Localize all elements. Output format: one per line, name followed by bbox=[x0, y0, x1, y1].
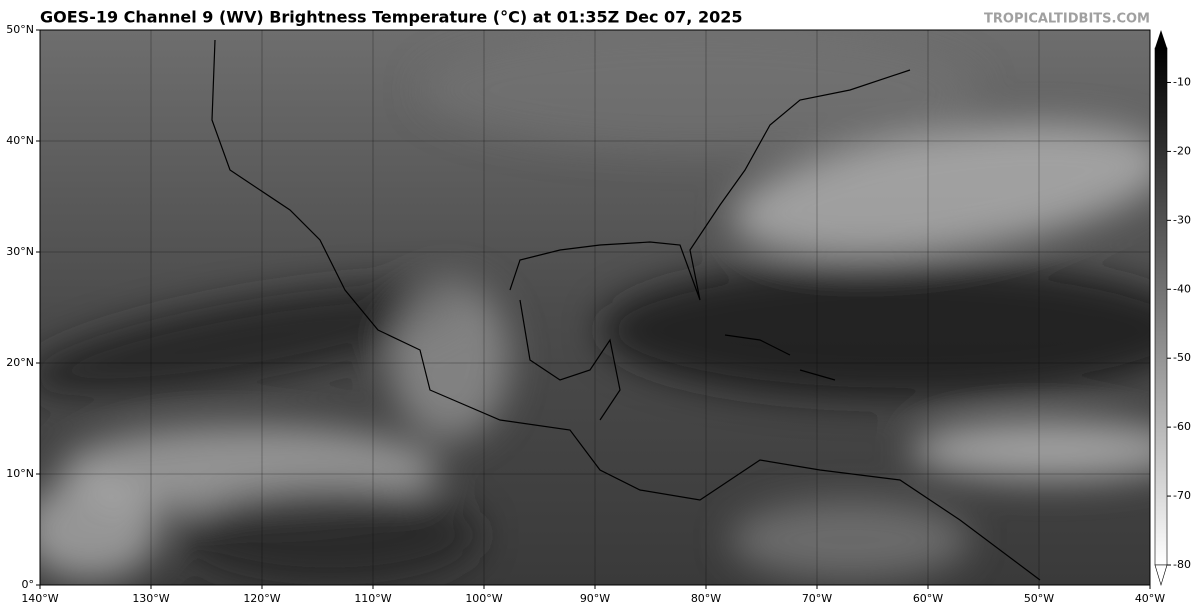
y-tick-label: 40°N bbox=[6, 134, 34, 147]
x-tick-label: 90°W bbox=[580, 592, 610, 605]
colorbar-tick-label: -60 bbox=[1173, 420, 1191, 433]
y-tick-label: 0° bbox=[22, 578, 35, 591]
colorbar-tick-label: -70 bbox=[1173, 489, 1191, 502]
satellite-image bbox=[40, 30, 1150, 585]
colorbar-tick-label: -80 bbox=[1173, 558, 1191, 571]
y-tick-label: 20°N bbox=[6, 356, 34, 369]
colorbar-tick-label: -30 bbox=[1173, 213, 1191, 226]
colorbar-extend bbox=[1155, 30, 1167, 48]
colorbar-tick-label: -10 bbox=[1173, 75, 1191, 88]
colorbar-tick-label: -40 bbox=[1173, 282, 1191, 295]
x-tick-label: 120°W bbox=[243, 592, 280, 605]
title: GOES-19 Channel 9 (WV) Brightness Temper… bbox=[40, 8, 742, 27]
y-tick-label: 50°N bbox=[6, 23, 34, 36]
colorbar-tick-label: -50 bbox=[1173, 351, 1191, 364]
colorbar-tick-label: -20 bbox=[1173, 144, 1191, 157]
x-tick-label: 50°W bbox=[1024, 592, 1054, 605]
x-tick-label: 60°W bbox=[913, 592, 943, 605]
x-tick-label: 110°W bbox=[354, 592, 391, 605]
x-tick-label: 80°W bbox=[691, 592, 721, 605]
credit: TROPICALTIDBITS.COM bbox=[984, 12, 1150, 27]
y-tick-label: 10°N bbox=[6, 467, 34, 480]
x-tick-label: 140°W bbox=[21, 592, 58, 605]
x-tick-label: 130°W bbox=[132, 592, 169, 605]
x-tick-label: 100°W bbox=[465, 592, 502, 605]
y-tick-label: 30°N bbox=[6, 245, 34, 258]
colorbar bbox=[1154, 47, 1168, 566]
colorbar-extend bbox=[1154, 564, 1168, 587]
x-tick-label: 40°W bbox=[1135, 592, 1165, 605]
x-tick-label: 70°W bbox=[802, 592, 832, 605]
